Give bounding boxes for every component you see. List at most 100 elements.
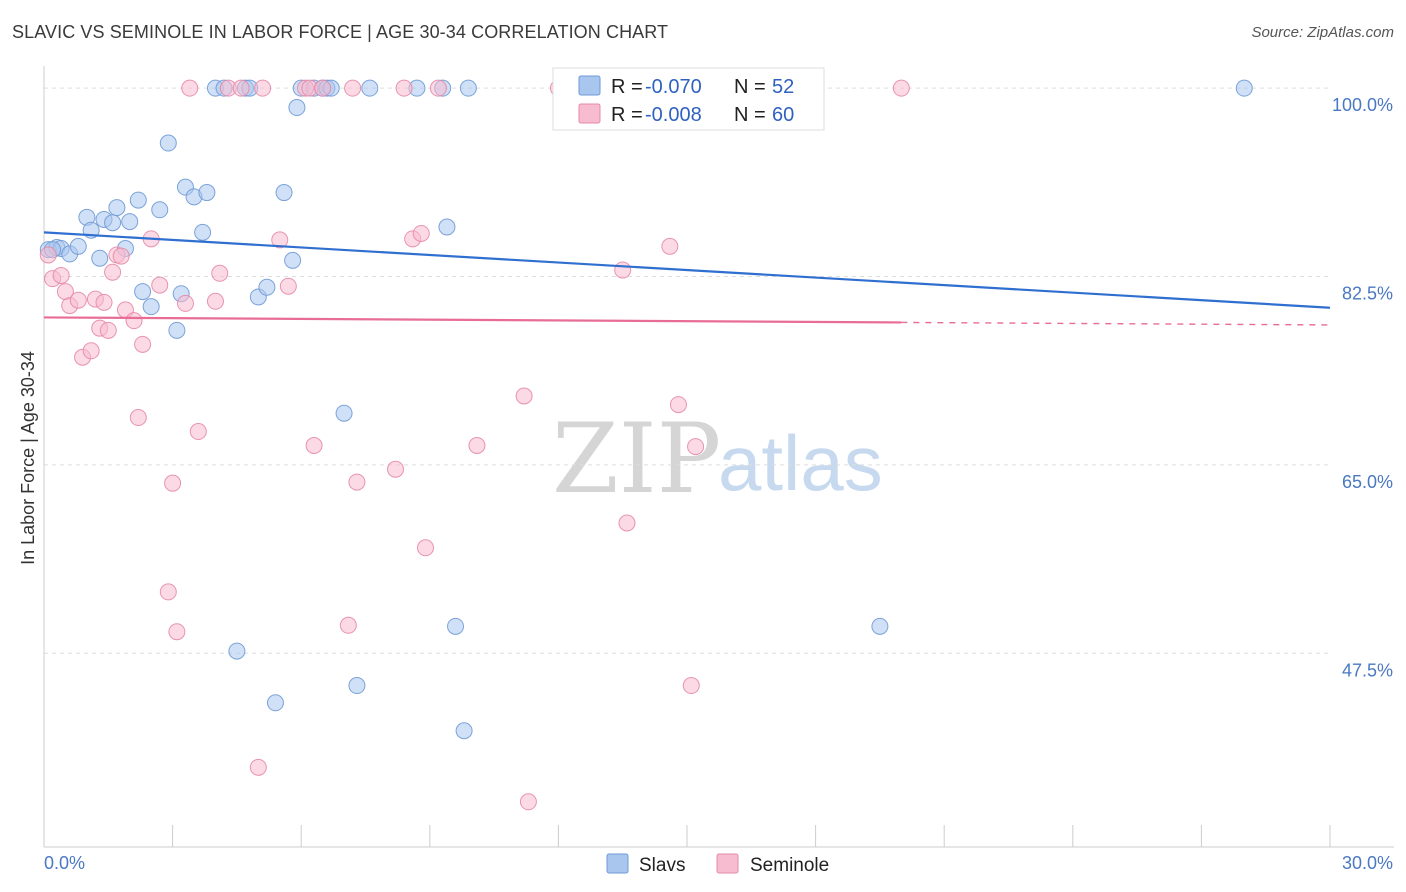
seminole-point-43 [395, 79, 413, 97]
slavs-point-32 [275, 184, 293, 202]
seminole-point-5 [69, 291, 87, 309]
seminole-point-14 [112, 247, 130, 265]
seminole-point-34 [279, 277, 297, 295]
seminole-point-32 [254, 79, 272, 97]
legend-swatch-seminole [578, 103, 601, 124]
legend-r-value-seminole: -0.008 [645, 104, 702, 126]
legend-swatch-slavs [578, 75, 601, 96]
source-credit: Source: ZipAtlas.com [1251, 24, 1394, 41]
x-tick-label-max: 30.0% [1342, 853, 1393, 873]
bottom-legend: Slavs Seminole [606, 853, 829, 876]
seminole-point-17 [129, 409, 147, 427]
slavs-point-31 [266, 694, 284, 712]
seminole-point-40 [344, 79, 362, 97]
seminole-point-11 [99, 321, 117, 339]
seminole-point-28 [211, 264, 229, 282]
slavs-point-42 [361, 79, 379, 97]
slavs-point-33 [284, 251, 302, 269]
seminole-point-41 [348, 473, 366, 491]
slavs-point-22 [194, 223, 212, 241]
legend-r-label-seminole: R = [611, 104, 643, 126]
seminole-trend-line [43, 316, 902, 324]
chart-title: SLAVIC VS SEMINOLE IN LABOR FORCE | AGE … [12, 22, 669, 42]
watermark: ZIP atlas [552, 403, 883, 515]
seminole-point-37 [305, 437, 323, 455]
slavs-point-26 [228, 642, 246, 660]
seminole-point-46 [417, 539, 435, 557]
seminole-point-7 [82, 342, 100, 360]
slavs-point-49 [871, 617, 889, 635]
seminole-point-10 [95, 293, 113, 311]
slavs-point-46 [447, 617, 465, 635]
slavs-point-9 [104, 214, 122, 232]
slavs-point-45 [438, 218, 456, 236]
seminole-point-30 [232, 79, 250, 97]
seminole-point-47 [429, 79, 447, 97]
legend-n-value-slavs: 52 [772, 76, 794, 98]
slavs-point-47 [455, 722, 473, 740]
slavs-point-14 [134, 283, 152, 301]
seminole-point-26 [189, 423, 207, 441]
seminole-point-39 [339, 616, 357, 634]
gridlines [44, 87, 1330, 654]
bottom-legend-label-slavs: Slavs [639, 855, 685, 876]
slavs-point-23 [198, 184, 216, 202]
seminole-point-24 [176, 294, 194, 312]
slavs-point-18 [168, 321, 186, 339]
y-tick-label-3: 47.5% [1342, 660, 1393, 680]
seminole-point-18 [134, 335, 152, 353]
seminole-point-16 [125, 312, 143, 330]
legend-n-label-slavs: N = [734, 76, 766, 98]
slavs-point-41 [348, 677, 366, 695]
seminole-point-20 [151, 276, 169, 294]
seminole-point-57 [682, 677, 700, 695]
slavs-point-7 [91, 249, 109, 267]
x-tick-labels: 0.0% 30.0% [44, 853, 1393, 873]
seminole-point-31 [249, 758, 267, 776]
y-tick-label-2: 65.0% [1342, 472, 1393, 492]
seminole-point-54 [618, 514, 636, 532]
seminole-point-2 [52, 266, 70, 284]
x-tick-label-min: 0.0% [44, 853, 85, 873]
seminole-point-25 [181, 79, 199, 97]
seminole-point-22 [164, 474, 182, 492]
bottom-legend-label-seminole: Seminole [750, 855, 829, 876]
seminole-point-42 [387, 460, 405, 478]
slavs-point-10 [108, 199, 126, 217]
data-points [39, 79, 1253, 811]
slavs-point-17 [159, 134, 177, 152]
seminole-point-23 [168, 623, 186, 641]
slavs-point-12 [121, 213, 139, 231]
slavs-point-13 [129, 191, 147, 209]
seminole-point-12 [104, 263, 122, 281]
seminole-point-55 [661, 237, 679, 255]
seminole-point-0 [39, 246, 57, 264]
legend-n-value-seminole: 60 [772, 104, 794, 126]
seminole-point-27 [206, 292, 224, 310]
slavs-point-30 [258, 278, 276, 296]
bottom-legend-swatch-slavs [606, 853, 629, 874]
slavs-point-48 [459, 79, 477, 97]
legend-n-label-seminole: N = [734, 104, 766, 126]
axes [43, 66, 1394, 848]
trend-lines [43, 231, 1331, 326]
seminole-point-58 [687, 438, 705, 456]
slavs-point-15 [142, 298, 160, 316]
slavs-point-4 [69, 237, 87, 255]
slavs-point-40 [335, 404, 353, 422]
seminole-point-38 [314, 79, 332, 97]
seminole-point-21 [159, 583, 177, 601]
seminole-point-56 [669, 396, 687, 414]
legend: R = -0.070 N = 52 R = -0.008 N = 60 [552, 67, 825, 131]
seminole-point-50 [519, 793, 537, 811]
y-tick-label-0: 100.0% [1332, 95, 1393, 115]
seminole-point-49 [515, 387, 533, 405]
slavs-point-34 [288, 99, 306, 117]
legend-r-value-slavs: -0.070 [645, 76, 702, 98]
slavs-point-16 [151, 201, 169, 219]
y-axis-label: In Labor Force | Age 30-34 [18, 351, 38, 565]
bottom-legend-swatch-seminole [716, 853, 739, 874]
seminole-point-53 [614, 261, 632, 279]
watermark-atlas: atlas [718, 419, 883, 507]
